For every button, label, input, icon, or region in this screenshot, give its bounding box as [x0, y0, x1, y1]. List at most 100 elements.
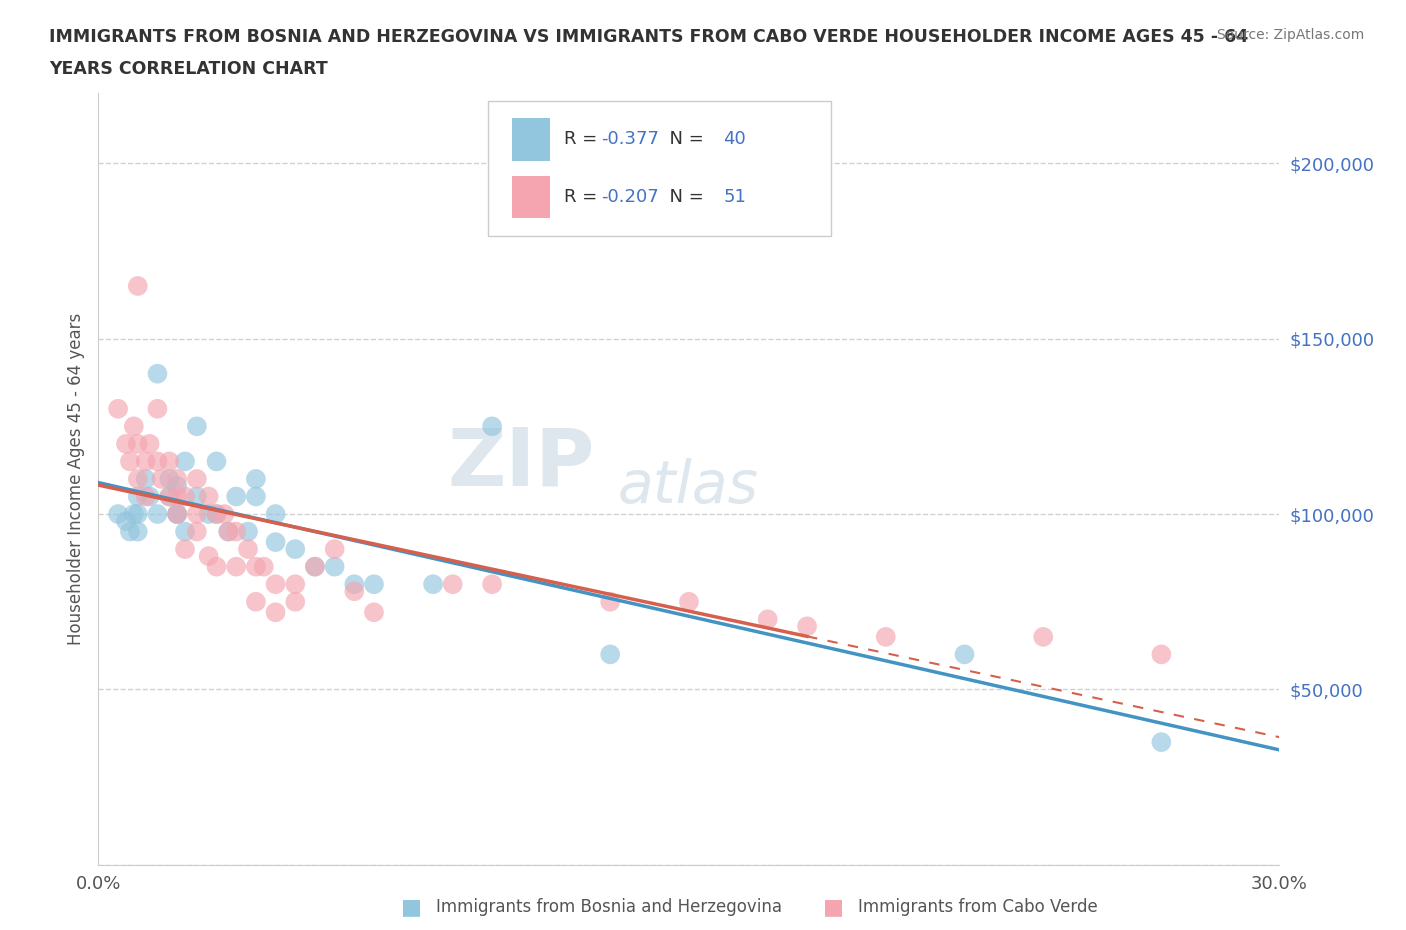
Point: [135, 489, 157, 504]
Point: [157, 489, 180, 504]
Point: [217, 525, 239, 539]
Point: [157, 454, 180, 469]
Point: [953, 647, 976, 662]
Point: [174, 489, 197, 504]
Text: ■: ■: [823, 897, 844, 917]
Point: [304, 559, 326, 574]
Point: [236, 541, 259, 556]
Text: ■: ■: [401, 897, 422, 917]
Point: [146, 454, 169, 469]
Point: [363, 604, 385, 619]
Point: [186, 489, 208, 504]
Point: [245, 559, 267, 574]
Point: [186, 525, 208, 539]
FancyBboxPatch shape: [512, 176, 550, 219]
Point: [197, 489, 219, 504]
Point: [217, 525, 239, 539]
Point: [205, 559, 228, 574]
Point: [284, 541, 307, 556]
Text: R =: R =: [564, 130, 603, 148]
Text: N =: N =: [658, 188, 710, 206]
Point: [107, 507, 129, 522]
Point: [363, 577, 385, 591]
Point: [146, 507, 169, 522]
Point: [166, 479, 188, 494]
Point: [245, 472, 267, 486]
Point: [127, 279, 149, 294]
Point: [122, 418, 145, 433]
Point: [118, 454, 141, 469]
Point: [678, 594, 700, 609]
Point: [264, 535, 287, 550]
Point: [796, 618, 818, 633]
Text: -0.207: -0.207: [602, 188, 659, 206]
Point: [157, 489, 180, 504]
Point: [875, 630, 897, 644]
Text: Immigrants from Cabo Verde: Immigrants from Cabo Verde: [858, 897, 1098, 916]
Point: [225, 489, 247, 504]
FancyBboxPatch shape: [512, 118, 550, 161]
Point: [127, 525, 149, 539]
Point: [441, 577, 464, 591]
Point: [253, 559, 276, 574]
Point: [127, 472, 149, 486]
Point: [166, 507, 188, 522]
Point: [245, 489, 267, 504]
Point: [118, 525, 141, 539]
Text: IMMIGRANTS FROM BOSNIA AND HERZEGOVINA VS IMMIGRANTS FROM CABO VERDE HOUSEHOLDER: IMMIGRANTS FROM BOSNIA AND HERZEGOVINA V…: [49, 28, 1249, 46]
Point: [115, 436, 138, 451]
Point: [264, 604, 287, 619]
Text: 40: 40: [723, 130, 747, 148]
Point: [115, 513, 138, 528]
Point: [186, 418, 208, 433]
Point: [146, 402, 169, 417]
Point: [166, 507, 188, 522]
Point: [236, 525, 259, 539]
Point: [343, 584, 366, 599]
Point: [166, 507, 188, 522]
Point: [599, 647, 621, 662]
Point: [107, 402, 129, 417]
Point: [127, 489, 149, 504]
Point: [481, 577, 503, 591]
Text: Immigrants from Bosnia and Herzegovina: Immigrants from Bosnia and Herzegovina: [436, 897, 782, 916]
Text: atlas: atlas: [619, 458, 759, 515]
Point: [166, 472, 188, 486]
Point: [304, 559, 326, 574]
Point: [284, 594, 307, 609]
Point: [186, 472, 208, 486]
Point: [174, 541, 197, 556]
Point: [122, 507, 145, 522]
Point: [1150, 735, 1173, 750]
Text: Source: ZipAtlas.com: Source: ZipAtlas.com: [1216, 28, 1364, 42]
Point: [138, 436, 160, 451]
Text: N =: N =: [658, 130, 710, 148]
Point: [186, 507, 208, 522]
Point: [245, 594, 267, 609]
Point: [1032, 630, 1054, 644]
Point: [225, 525, 247, 539]
Point: [174, 525, 197, 539]
Point: [135, 454, 157, 469]
Text: 51: 51: [723, 188, 747, 206]
Point: [1150, 647, 1173, 662]
Point: [205, 454, 228, 469]
Point: [157, 472, 180, 486]
Point: [599, 594, 621, 609]
FancyBboxPatch shape: [488, 100, 831, 236]
Point: [481, 418, 503, 433]
Point: [205, 507, 228, 522]
Point: [146, 366, 169, 381]
Text: YEARS CORRELATION CHART: YEARS CORRELATION CHART: [49, 60, 328, 78]
Point: [343, 577, 366, 591]
Text: ZIP: ZIP: [447, 424, 595, 502]
Point: [264, 507, 287, 522]
Y-axis label: Householder Income Ages 45 - 64 years: Householder Income Ages 45 - 64 years: [66, 312, 84, 645]
Point: [174, 454, 197, 469]
Text: -0.377: -0.377: [602, 130, 659, 148]
Point: [127, 436, 149, 451]
Point: [197, 507, 219, 522]
Point: [756, 612, 779, 627]
Point: [205, 507, 228, 522]
Point: [264, 577, 287, 591]
